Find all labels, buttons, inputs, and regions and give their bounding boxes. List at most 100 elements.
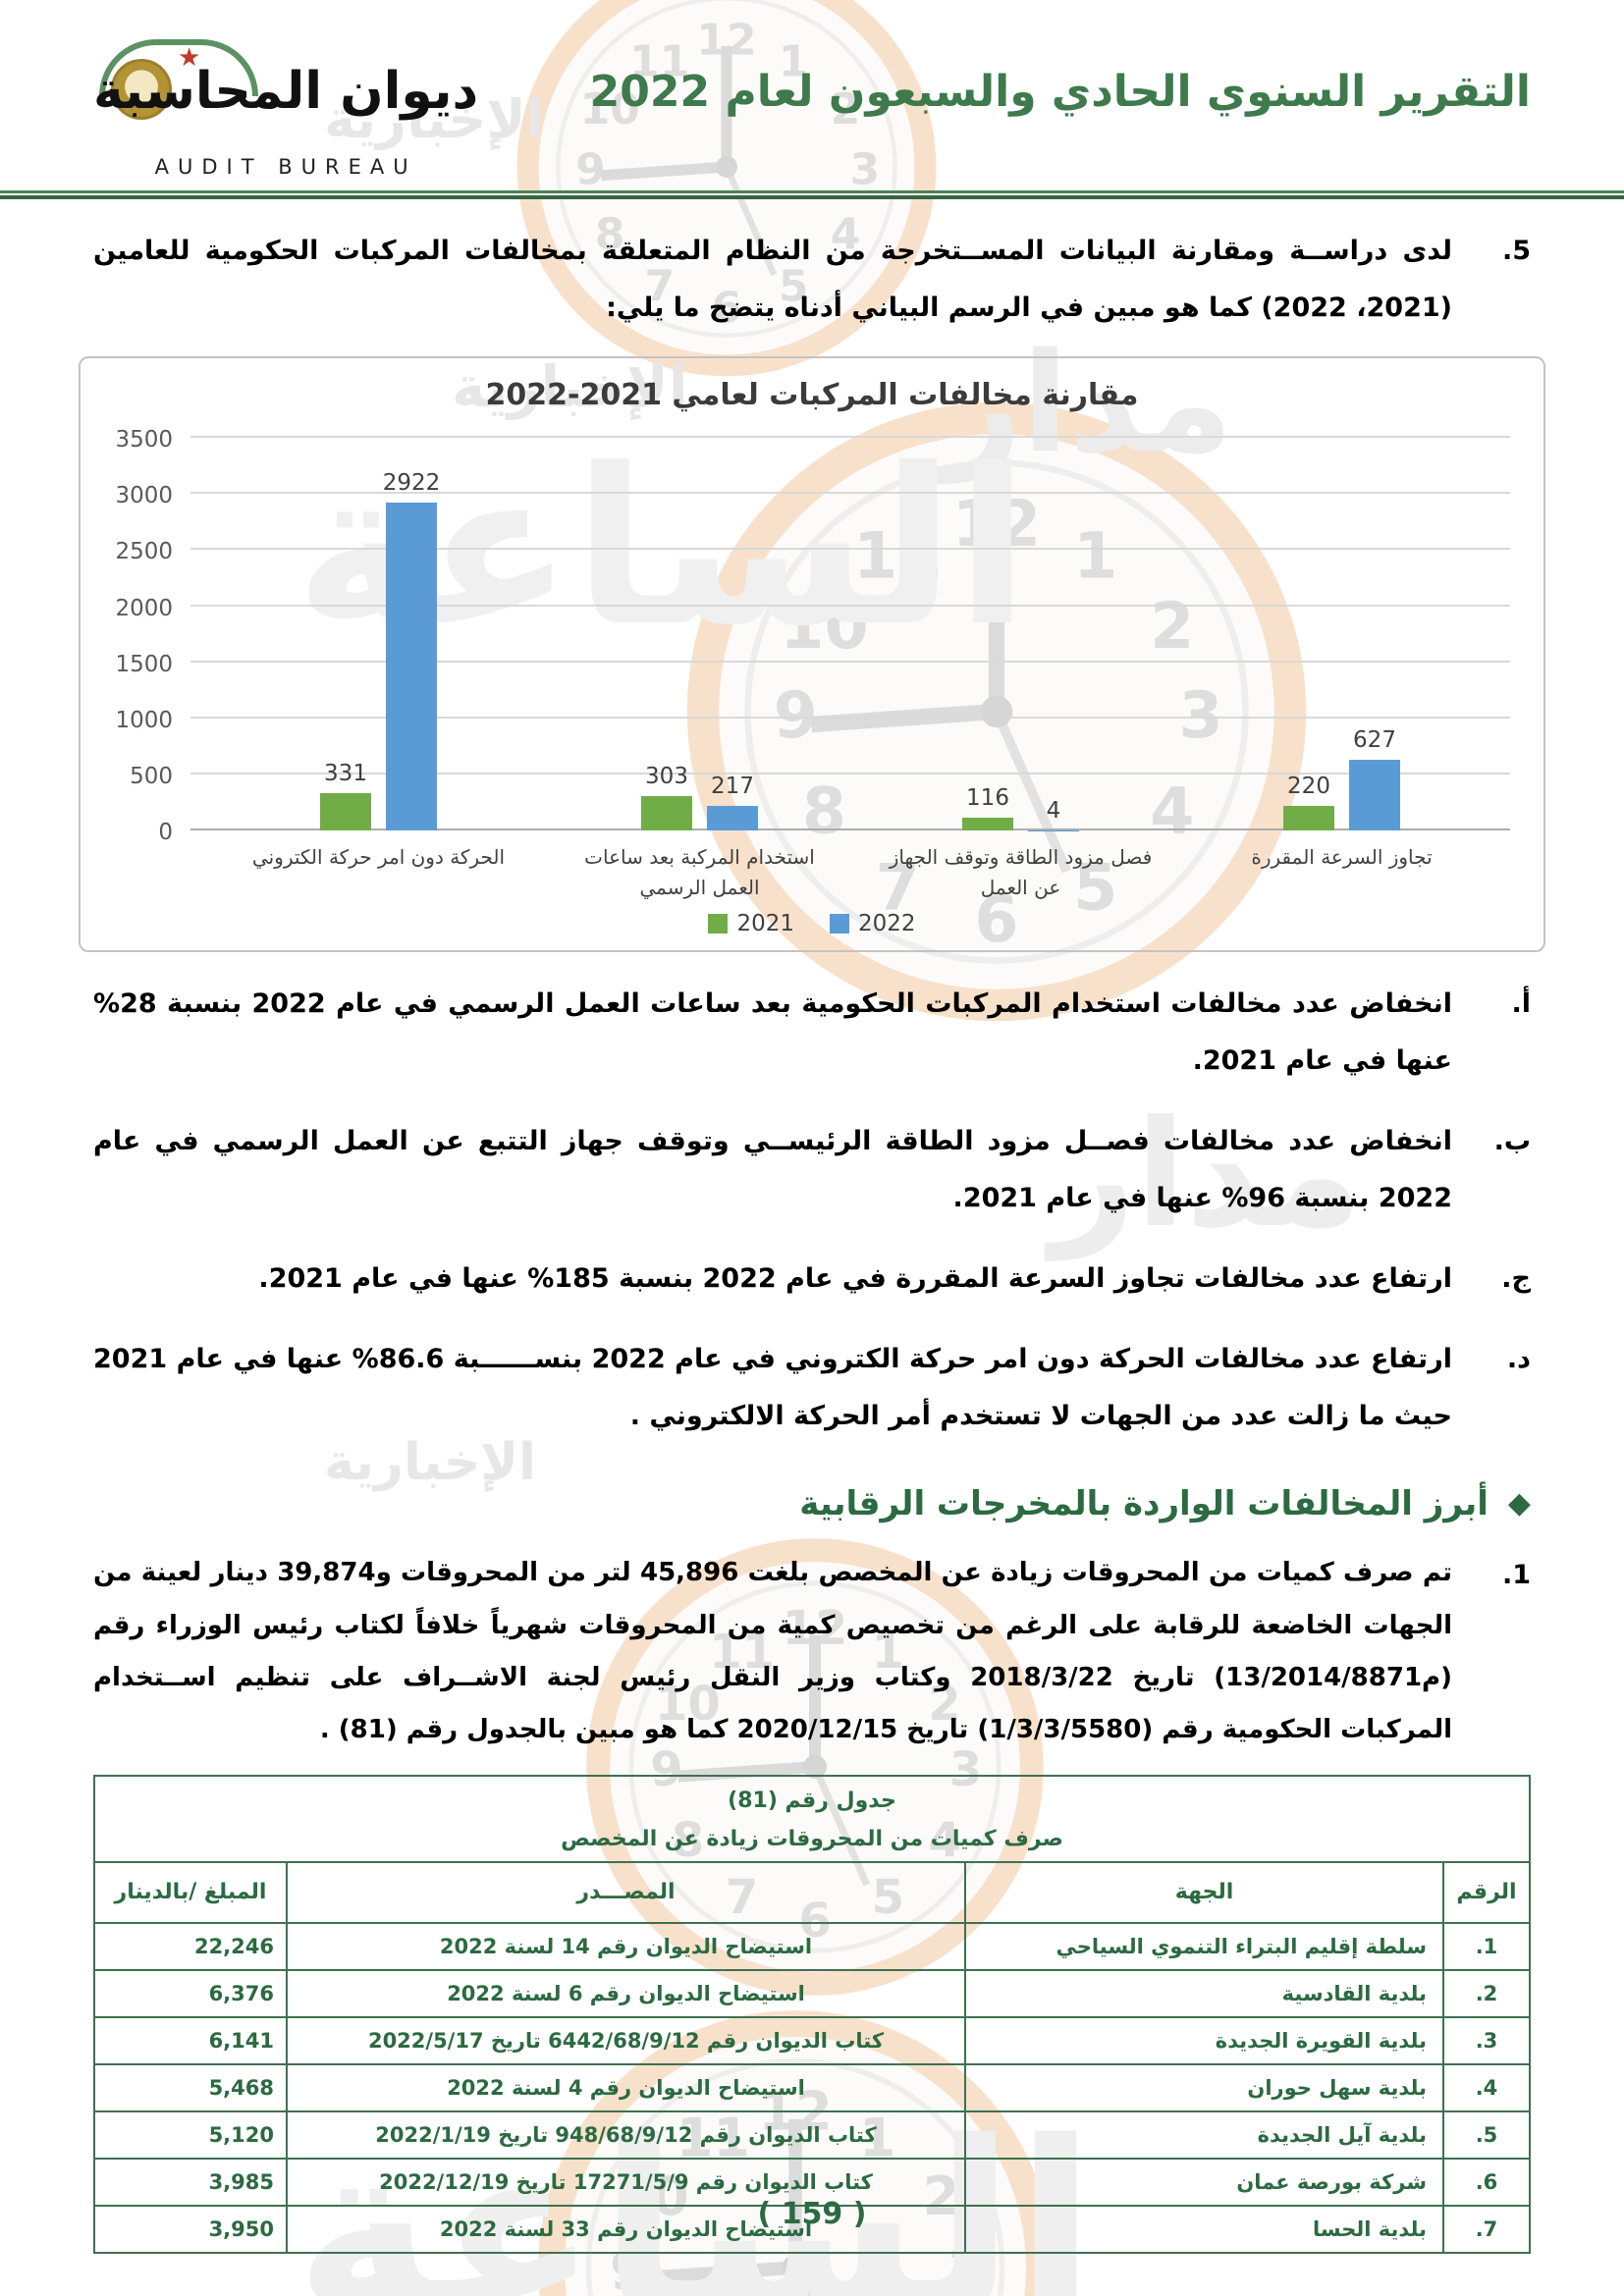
item-5-paragraph: 5. لدى دراســة ومقارنة البيانات المســتخ… [93,223,1531,337]
finding-text: ارتفاع عدد مخالفات الحركة دون امر حركة ا… [93,1344,1452,1432]
table-row: 5. بلدية آيل الجديدة كتاب الديوان رقم 948/… [93,2109,1531,2160]
violation-1-paragraph: 1. تم صرف كميات من المحروقات زيادة عن ال… [93,1547,1531,1756]
table-row: 2. بلدية القادسية استيضاح الديوان رقم 6 لس… [93,1968,1531,2018]
logo-gold-seal-icon [111,59,172,120]
table-cell: 6,141 [93,2015,288,2065]
table-cell: 3,950 [93,2204,288,2254]
chart-legend: 2021 2022 [92,911,1532,936]
item-5-marker: 5. [1501,236,1531,266]
table-row: 4. بلدية سهل حوران استيضاح الديوان رقم 4 ل… [93,2062,1531,2112]
table-cell: سلطة إقليم البتراء التنموي السياحي [964,1921,1444,1971]
table-cell: 5,120 [93,2109,288,2160]
fuel-overuse-table: جدول رقم (81) صرف كميات من المحروقات زيا… [93,1774,1531,2254]
category-label: استخدام المركبة بعد ساعات العمل الرسمي [539,842,860,903]
table-cell: استيضاح الديوان رقم 14 لسنة 2022 [286,1921,966,1971]
finding-item: د. ارتفاع عدد مخالفات الحركة دون امر حركة… [93,1331,1531,1445]
bar-2022: 627 [1349,727,1400,831]
bar-2021: 116 [962,785,1013,831]
page-header: التقرير السنوي الحادي والسبعون لعام 2022… [0,0,1624,179]
legend-label: 2021 [736,911,794,937]
bar-2022: 217 [707,774,758,831]
bar-2021: 220 [1283,774,1334,831]
section-heading-text: أبرز المخالفات الواردة بالمخرجات الرقابي… [799,1484,1489,1524]
legend-item-2022: 2022 [830,911,916,936]
table-header-cell: الجهة [964,1860,1444,1924]
table-number: جدول رقم (81) [728,1788,896,1813]
legend-swatch-2022 [830,914,849,934]
table-row: 1. سلطة إقليم البتراء التنموي السياحي استي… [93,1921,1531,1971]
finding-text: انخفاض عدد مخالفات استخدام المركبات الحك… [93,988,1452,1077]
table-row: 3. بلدية القويرة الجديدة كتاب الديوان رقم … [93,2015,1531,2065]
bar-group: 220 627 [1181,438,1502,831]
chart-title: مقارنة مخالفات المركبات لعامي 2021-2022 [485,378,1139,413]
report-title: التقرير السنوي الحادي والسبعون لعام 2022 [589,67,1531,117]
header-divider [0,190,1624,199]
category-label: الحركة دون امر حركة الكتروني [218,842,539,903]
bar-group: 331 2922 [218,438,539,831]
table-cell: استيضاح الديوان رقم 6 لسنة 2022 [286,1968,966,2018]
audit-bureau-logo: ★ ديوان المحاسبة AUDIT BUREAU [93,33,478,179]
table-header-cell: المصـــدر [286,1860,966,1924]
table-cell: كتاب الديوان رقم 6442/68/9/12 تاريخ 2022… [286,2015,966,2065]
y-tick-label: 0 [158,820,173,846]
table-cell: 22,246 [93,1921,288,1971]
logo-english-name: AUDIT BUREAU [154,155,417,179]
bar-value-label: 217 [711,774,754,800]
table-cell: 6,376 [93,1968,288,2018]
bar-value-label: 220 [1287,773,1330,799]
table-header-row: الرقم الجهة المصـــدر المبلغ /بالدينار [93,1860,1531,1924]
bar-value-label: 116 [966,784,1009,811]
diamond-bullet-icon: ◆ [1507,1486,1531,1522]
bar-2021: 303 [641,764,692,831]
legend-item-2021: 2021 [708,911,794,936]
table-cell: بلدية القويرة الجديدة [964,2015,1444,2065]
logo-calligraphy: ★ ديوان المحاسبة [93,33,478,149]
findings-list: أ. انخفاض عدد مخالفات استخدام المركبات ال… [0,976,1624,1445]
table-cell: كتاب الديوان رقم 948/68/9/12 تاريخ 2022/… [286,2109,966,2160]
category-label-text: استخدام المركبة بعد ساعات العمل الرسمي [584,845,815,900]
table-cell: استيضاح الديوان رقم 4 لسنة 2022 [286,2062,966,2112]
finding-marker: د. [1506,1344,1531,1375]
bar-value-label: 2922 [382,470,441,497]
finding-marker: ج. [1501,1263,1531,1295]
chart-x-labels: الحركة دون امر حركة الكتروني استخدام المر… [218,842,1502,903]
item-5-text: لدى دراســة ومقارنة البيانات المســتخرجة… [93,236,1452,324]
table-cell: 5. [1442,2109,1531,2160]
table-cell: 6. [1442,2157,1531,2207]
table-cell: 5,468 [93,2062,288,2112]
category-label-text: فصل مزود الطاقة وتوقف الجهاز عن العمل [889,845,1153,900]
category-label: تجاوز السرعة المقررة [1181,842,1502,903]
logo-star-icon: ★ [178,43,201,73]
finding-item: أ. انخفاض عدد مخالفات استخدام المركبات ال… [93,976,1531,1090]
bar-value-label: 303 [645,764,688,790]
category-label-text: تجاوز السرعة المقررة [1251,845,1433,870]
violations-comparison-chart: مقارنة مخالفات المركبات لعامي 2021-2022 … [79,356,1545,953]
finding-text: انخفاض عدد مخالفات فصــل مزود الطاقة الر… [93,1126,1452,1214]
section-heading: ◆ أبرز المخالفات الواردة بالمخرجات الرقا… [93,1484,1531,1523]
table-header-cell: الرقم [1442,1860,1531,1924]
chart-plot: 331 2922 303 217 116 4 220 627 [190,436,1510,831]
bar-2022: 2922 [383,470,440,831]
y-tick-label: 3500 [115,427,173,454]
bar-value-label: 4 [1046,797,1061,824]
finding-item: ب. انخفاض عدد مخالفات فصــل مزود الطاقة ا… [93,1113,1531,1227]
violation-1-marker: 1. [1501,1560,1531,1591]
y-tick-label: 1500 [115,651,173,677]
table-caption: جدول رقم (81) صرف كميات من المحروقات زيا… [93,1774,1531,1863]
logo-arabic-name: ديوان المحاسبة [93,62,479,121]
table-cell: 3. [1442,2015,1531,2065]
table-cell: 3,985 [93,2157,288,2207]
violation-1-text: تم صرف كميات من المحروقات زيادة عن المخص… [93,1558,1452,1745]
page-number: ( 159 ) [757,2197,867,2231]
chart-y-axis: 0 500 1000 1500 2000 2500 3000 3500 [100,427,181,845]
table-cell: بلدية آيل الجديدة [964,2109,1444,2160]
table-cell: 2. [1442,1968,1531,2018]
legend-swatch-2021 [708,914,729,934]
finding-marker: أ. [1511,988,1531,1020]
finding-marker: ب. [1493,1126,1531,1157]
y-tick-label: 2500 [115,539,173,565]
finding-text: ارتفاع عدد مخالفات تجاوز السرعة المقررة … [258,1263,1452,1295]
bar-group: 303 217 [539,438,860,831]
table-header-cell: المبلغ /بالدينار [93,1860,288,1924]
